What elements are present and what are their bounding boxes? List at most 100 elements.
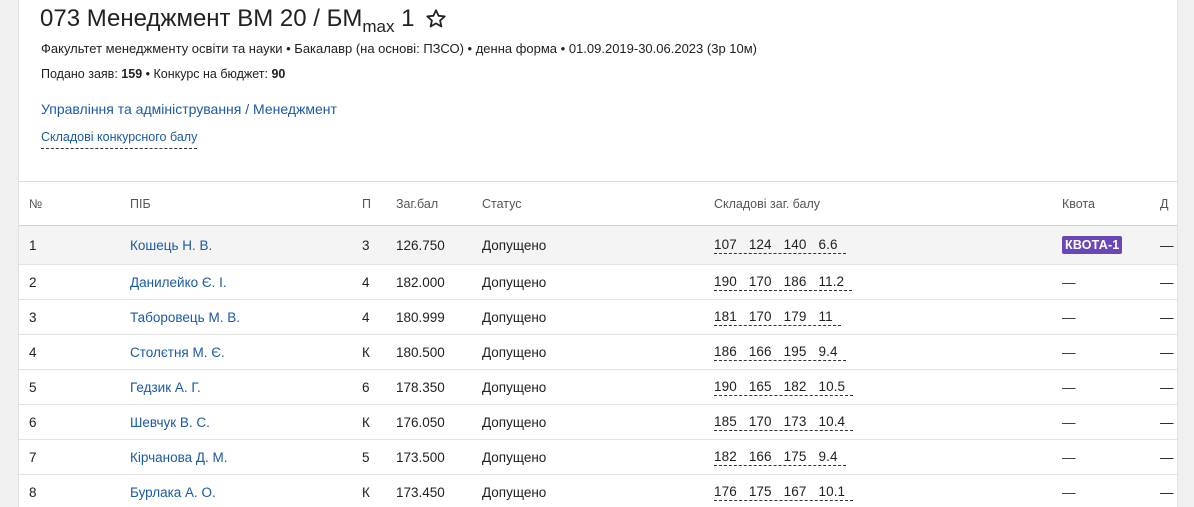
row-quota-cell: — [1062, 264, 1160, 300]
row-score: 176.050 [396, 404, 482, 440]
star-icon[interactable] [424, 7, 448, 31]
score-component: 173 [783, 413, 807, 429]
row-components-cell: 185 170 173 10.4 [714, 404, 1062, 440]
table-row: 2 Данилейко Є. І. 4 182.000 Допущено 190 170 18… [19, 264, 1177, 300]
row-quota-cell: КВОТА-1 [1062, 225, 1160, 265]
score-component: 170 [748, 308, 772, 324]
header-d[interactable]: Д [1160, 182, 1177, 226]
row-name-cell: Кошець Н. В. [130, 225, 362, 265]
title-offer: ВМ 20 / БМ [237, 5, 363, 32]
row-priority: 4 [362, 299, 396, 335]
score-component: 11.2 [818, 273, 845, 289]
applicant-name-link[interactable]: Данилейко Є. І. [130, 274, 227, 290]
score-component: 175 [783, 448, 807, 464]
header-priority[interactable]: П [362, 182, 396, 226]
title-subscript: max [362, 17, 395, 36]
table-header-row: № ПІБ П Заг.бал Статус Складові заг. бал… [19, 182, 1177, 226]
score-components[interactable]: 107 124 140 6.6 [714, 237, 846, 254]
score-component: 182 [714, 448, 737, 464]
row-score: 173.500 [396, 439, 482, 475]
score-component: 10.5 [818, 378, 846, 394]
score-components[interactable]: 190 165 182 10.5 [714, 378, 854, 396]
applicant-name-link[interactable]: Таборовець М. В. [130, 309, 240, 325]
table-row: 6 Шевчук В. С. К 176.050 Допущено 185 170 173 10… [19, 404, 1177, 440]
score-component: 167 [783, 483, 807, 499]
row-d: — [1160, 474, 1177, 507]
score-components[interactable]: 186 166 195 9.4 [714, 344, 846, 361]
row-number: 3 [19, 299, 130, 335]
row-number: 5 [19, 369, 130, 405]
row-name-cell: Шевчук В. С. [130, 404, 362, 440]
score-components[interactable]: 190 170 186 11.2 [714, 273, 853, 291]
header-number[interactable]: № [19, 182, 130, 226]
score-component: 190 [714, 378, 737, 394]
row-d: — [1160, 369, 1177, 405]
header-status[interactable]: Статус [482, 182, 714, 226]
row-priority: 5 [362, 439, 396, 475]
score-component: 190 [714, 273, 737, 289]
score-components[interactable]: 185 170 173 10.4 [714, 413, 854, 431]
row-score: 126.750 [396, 225, 482, 265]
score-component: 170 [748, 273, 772, 289]
score-component: 186 [714, 343, 737, 359]
row-score: 178.350 [396, 369, 482, 405]
quota-badge: КВОТА-1 [1062, 236, 1123, 254]
title-specialty: 073 Менеджмент [40, 5, 231, 32]
row-name-cell: Гедзик А. Г. [130, 369, 362, 405]
row-score: 180.999 [396, 299, 482, 335]
row-status: Допущено [482, 404, 714, 440]
budget-label: • Конкурс на бюджет: [145, 67, 268, 81]
row-quota-cell: — [1062, 334, 1160, 370]
score-component: 186 [783, 273, 807, 289]
score-component: 6.6 [818, 236, 838, 252]
score-component: 182 [783, 378, 807, 394]
applicant-name-link[interactable]: Кірчанова Д. М. [130, 449, 228, 465]
score-components-link[interactable]: Складові конкурсного балу [41, 129, 198, 149]
score-components[interactable]: 182 166 175 9.4 [714, 449, 846, 466]
table-row: 4 Столєтня М. Є. К 180.500 Допущено 186 166 195… [19, 334, 1177, 370]
row-number: 8 [19, 474, 130, 507]
row-name-cell: Данилейко Є. І. [130, 264, 362, 300]
header-quota[interactable]: Квота [1062, 182, 1160, 226]
score-components[interactable]: 176 175 167 10.1 [714, 483, 854, 501]
applicant-name-link[interactable]: Кошець Н. В. [130, 237, 213, 253]
score-component: 140 [783, 236, 807, 252]
area-link[interactable]: Управління та адміністрування [41, 101, 242, 117]
row-status: Допущено [482, 225, 714, 265]
breadcrumb: Управління та адміністрування / Менеджме… [41, 100, 337, 118]
header-components[interactable]: Складові заг. балу [714, 182, 1062, 226]
specialty-link[interactable]: Менеджмент [253, 101, 337, 117]
applications-value: 159 [121, 67, 143, 81]
row-priority: К [362, 334, 396, 370]
header-name[interactable]: ПІБ [130, 182, 362, 226]
applicant-name-link[interactable]: Шевчук В. С. [130, 414, 210, 430]
score-components[interactable]: 181 170 179 11 [714, 309, 841, 326]
applicant-name-link[interactable]: Гедзик А. Г. [130, 379, 201, 395]
score-component: 166 [748, 448, 772, 464]
quota-empty: — [1062, 484, 1076, 500]
quota-empty: — [1062, 344, 1076, 360]
row-number: 2 [19, 264, 130, 300]
offer-meta: Факультет менеджменту освіти та науки • … [41, 41, 758, 56]
table-row: 8 Бурлака А. О. К 173.450 Допущено 176 175 167 1… [19, 474, 1177, 507]
applicant-name-link[interactable]: Столєтня М. Є. [130, 344, 225, 360]
row-d: — [1160, 334, 1177, 370]
score-component: 166 [748, 343, 772, 359]
row-components-cell: 181 170 179 11 [714, 299, 1062, 335]
header-score[interactable]: Заг.бал [396, 182, 482, 226]
row-quota-cell: — [1062, 439, 1160, 475]
row-status: Допущено [482, 474, 714, 507]
row-name-cell: Бурлака А. О. [130, 474, 362, 507]
quota-empty: — [1062, 274, 1076, 290]
offer-card: 073 Менеджмент ВМ 20 / БМ max 1 Факультет… [18, 0, 1178, 507]
score-component: 107 [714, 236, 737, 252]
row-name-cell: Кірчанова Д. М. [130, 439, 362, 475]
applicant-name-link[interactable]: Бурлака А. О. [130, 484, 216, 500]
offer-header: 073 Менеджмент ВМ 20 / БМ max 1 Факультет… [19, 0, 1177, 182]
row-d: — [1160, 404, 1177, 440]
quota-empty: — [1062, 379, 1076, 395]
title-count: 1 [401, 5, 415, 32]
row-d: — [1160, 225, 1177, 265]
row-components-cell: 107 124 140 6.6 [714, 225, 1062, 265]
row-quota-cell: — [1062, 474, 1160, 507]
